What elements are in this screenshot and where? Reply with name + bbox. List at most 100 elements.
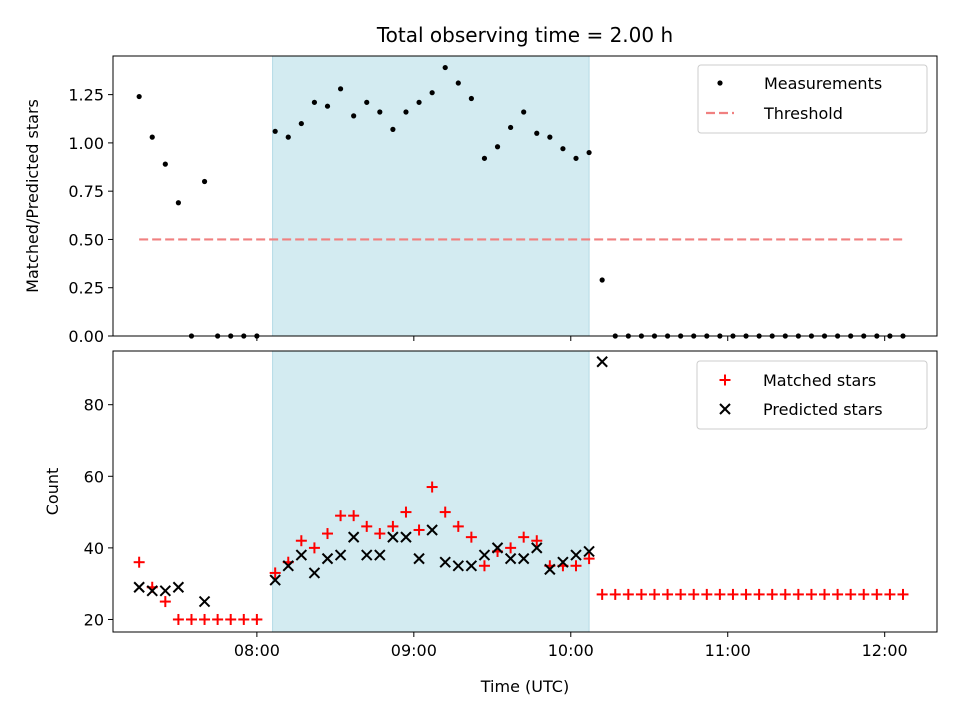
- predicted-star-marker: [321, 552, 334, 565]
- matched-star-marker: [609, 588, 621, 600]
- predicted-star-marker: [159, 585, 172, 597]
- measurement-point: [547, 134, 553, 140]
- matched-star-marker: [845, 588, 857, 600]
- measurement-point: [162, 161, 168, 167]
- matched-star-marker: [505, 542, 517, 554]
- y-tick-label: 1.25: [68, 86, 104, 105]
- predicted-star-marker: [517, 552, 530, 565]
- matched-star-marker: [897, 588, 909, 600]
- measurement-point: [337, 86, 344, 92]
- matched-star-marker: [701, 588, 713, 600]
- y-tick-label: 80: [84, 396, 104, 415]
- predicted-star-marker: [413, 552, 425, 565]
- matched-star-marker: [439, 506, 451, 518]
- matched-star-marker: [238, 613, 250, 625]
- matched-star-marker: [740, 588, 752, 600]
- measurement-point: [272, 128, 278, 134]
- predicted-star-marker: [583, 545, 595, 558]
- predicted-star-marker: [478, 549, 491, 561]
- matched-star-marker: [322, 528, 334, 540]
- measurement-point: [494, 144, 501, 150]
- matched-star-marker: [348, 510, 360, 522]
- predicted-star-marker: [347, 531, 360, 543]
- legend-measurements-marker: [717, 80, 723, 86]
- matched-star-marker: [361, 520, 373, 532]
- matched-star-marker: [858, 588, 870, 600]
- predicted-star-marker: [361, 549, 373, 561]
- measurement-point: [416, 99, 422, 105]
- predicted-star-marker: [491, 542, 504, 554]
- bottom-x-axis-ticks: 08:00 09:00 10:00 11:00 12:00: [234, 632, 908, 660]
- measurement-point: [311, 99, 318, 105]
- matched-star-marker: [295, 535, 307, 547]
- matched-star-marker: [159, 596, 171, 608]
- predicted-star-marker: [133, 581, 145, 593]
- legend-matched-marker: [719, 374, 731, 386]
- predicted-star-marker: [465, 560, 478, 572]
- matched-star-marker: [199, 613, 211, 625]
- measurement-point: [351, 113, 357, 119]
- predicted-star-marker: [282, 560, 294, 572]
- matched-star-marker: [413, 524, 425, 536]
- matched-star-marker: [819, 588, 831, 600]
- measurement-point: [403, 109, 409, 115]
- measurement-point: [560, 146, 566, 152]
- bottom-y-axis-label: Count: [43, 468, 62, 516]
- top-x-axis-ticks: [256, 336, 886, 341]
- matched-star-marker: [133, 556, 145, 568]
- predicted-star-marker: [426, 524, 438, 536]
- matched-star-marker: [792, 588, 804, 600]
- bottom-legend: Matched stars Predicted stars: [696, 360, 928, 430]
- y-tick-label: 1.00: [68, 134, 104, 153]
- measurement-point: [285, 134, 291, 140]
- bottom-axes-frame: [112, 350, 938, 633]
- measurement-point: [455, 80, 461, 86]
- y-tick-label: 20: [84, 610, 104, 629]
- top-legend: Measurements Threshold: [697, 64, 928, 134]
- matched-star-marker: [688, 588, 700, 600]
- matched-star-marker: [465, 531, 477, 543]
- matched-star-marker: [374, 528, 386, 540]
- legend-measurements-label: Measurements: [764, 74, 882, 93]
- matched-star-marker: [478, 560, 490, 572]
- predicted-star-marker: [596, 356, 608, 368]
- predicted-star-markers: [133, 356, 608, 608]
- measurement-point: [298, 120, 304, 127]
- bottom-observing-window-shade: [272, 350, 590, 633]
- measurement-point: [429, 90, 435, 96]
- matched-star-marker: [622, 588, 634, 600]
- predicted-star-marker: [387, 531, 399, 543]
- y-tick-label: 0.75: [68, 182, 104, 201]
- top-y-axis-label: Matched/Predicted stars: [23, 99, 42, 293]
- matched-star-marker: [596, 588, 608, 600]
- measurement-point: [586, 149, 592, 156]
- matched-star-marker: [531, 535, 543, 547]
- matched-star-marker: [884, 588, 896, 600]
- matched-star-marker: [753, 588, 765, 600]
- matched-star-marker: [308, 542, 320, 554]
- matched-star-markers: [133, 481, 909, 625]
- y-tick-label: 0.00: [68, 327, 104, 346]
- matched-star-marker: [714, 588, 726, 600]
- matched-star-marker: [251, 613, 263, 625]
- measurement-point: [364, 99, 370, 105]
- matched-star-marker: [635, 588, 647, 600]
- predicted-star-marker: [557, 556, 569, 568]
- matched-star-marker: [269, 567, 281, 579]
- predicted-star-marker: [374, 549, 386, 561]
- legend-matched-label: Matched stars: [763, 371, 876, 390]
- top-observing-window-shade: [272, 55, 590, 337]
- predicted-star-marker: [452, 560, 465, 572]
- matched-star-marker: [583, 553, 595, 565]
- top-panel: 0.00 0.25 0.50 0.75 1.00 1.25 Matched/Predict…: [23, 55, 938, 346]
- measurement-point: [324, 103, 331, 109]
- matched-star-marker: [662, 588, 674, 600]
- top-axes-frame: [112, 55, 938, 337]
- matched-star-marker: [832, 588, 844, 600]
- predicted-star-marker: [334, 549, 347, 561]
- measurement-point: [201, 178, 208, 185]
- y-tick-label: 40: [84, 539, 104, 558]
- measurement-point: [468, 95, 474, 102]
- top-legend-box: [697, 64, 928, 134]
